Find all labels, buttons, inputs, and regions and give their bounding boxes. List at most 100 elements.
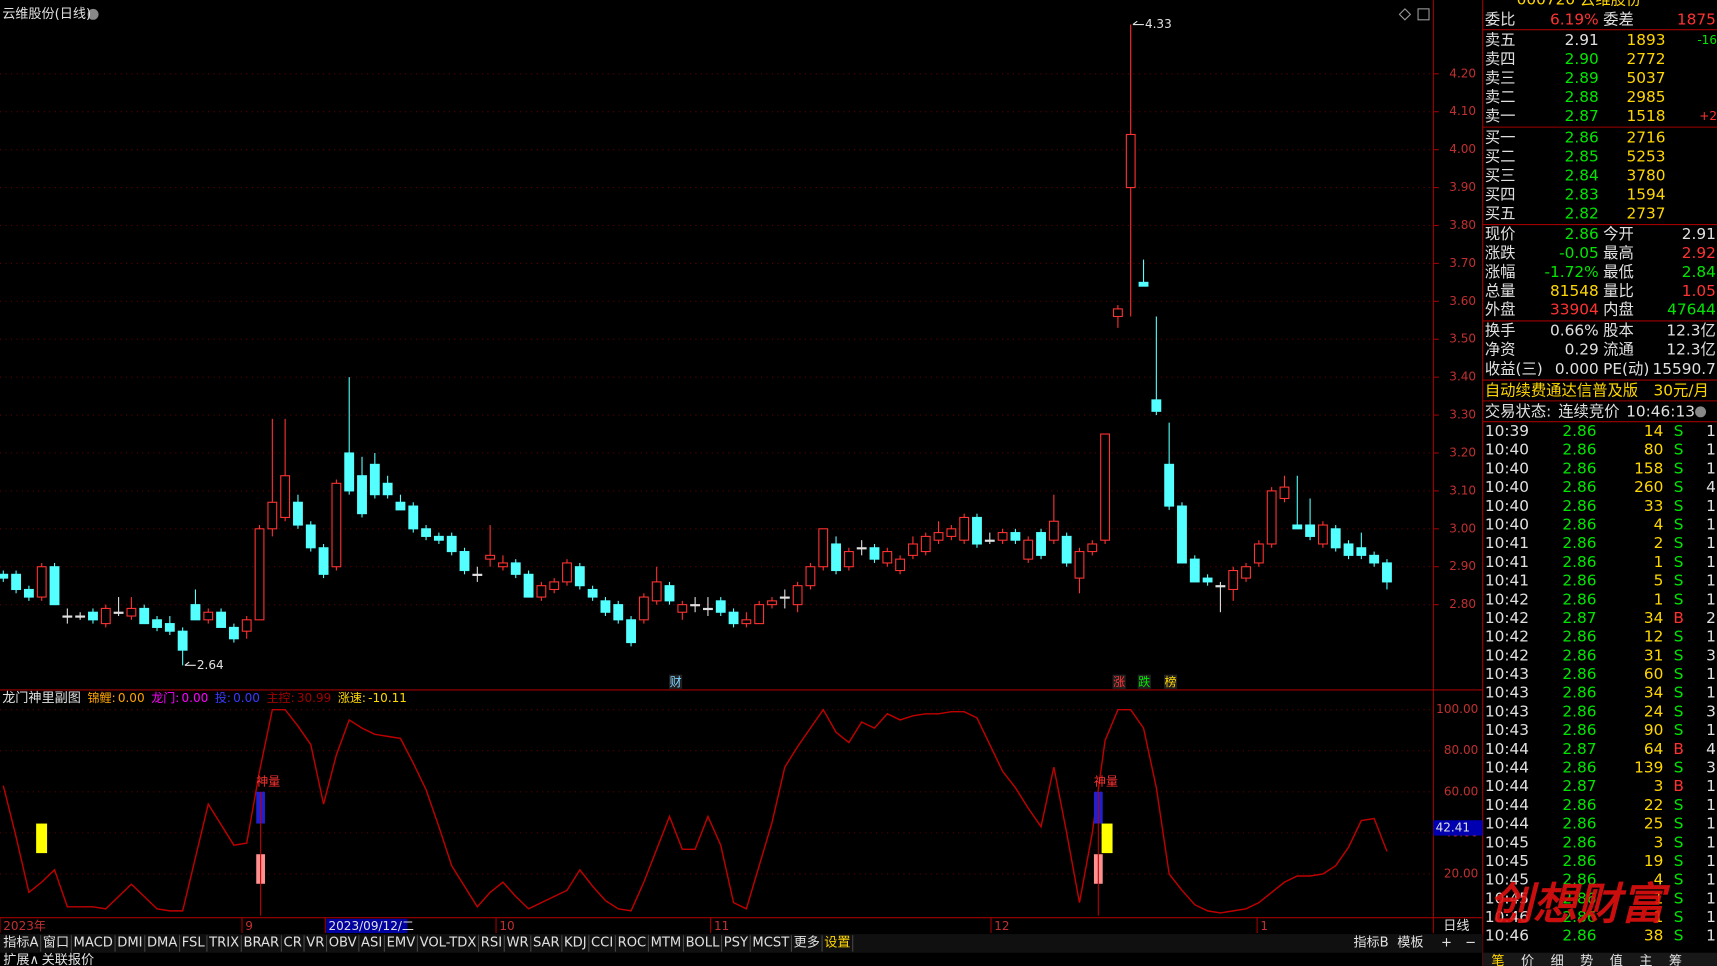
event-flag[interactable]: 榜: [1165, 674, 1177, 689]
candle-body: [293, 501, 303, 526]
trade-cell: 1: [1706, 908, 1716, 926]
bottom-tab[interactable]: 扩展∧: [3, 952, 39, 966]
quote-label: 现价: [1485, 225, 1516, 243]
trade-cell: S: [1674, 515, 1684, 533]
quote-label: 外盘: [1485, 301, 1516, 319]
toolbar-tab[interactable]: 窗口: [43, 933, 69, 950]
toolbar-tab[interactable]: EMV: [387, 935, 416, 950]
trade-cell: 260: [1634, 478, 1663, 496]
trade-cell: 10:40: [1485, 497, 1529, 515]
status-icon[interactable]: [1695, 406, 1707, 418]
toolbar-tab[interactable]: MCST: [752, 935, 790, 950]
toolbar-tab[interactable]: OBV: [329, 935, 357, 950]
trade-cell: 1: [1706, 889, 1716, 907]
icon[interactable]: [1417, 8, 1430, 21]
toolbar-tab[interactable]: MACD: [74, 935, 113, 950]
icon[interactable]: [87, 8, 99, 20]
quote-value: 2.86: [1565, 225, 1599, 243]
candle-body: [1061, 535, 1072, 564]
y-tick-label: 3.30: [1449, 408, 1476, 422]
candle-body: [882, 551, 893, 564]
panel-tab[interactable]: 笔: [1491, 953, 1504, 966]
trade-cell: 2.86: [1562, 572, 1596, 590]
toolbar-tab[interactable]: PSY: [724, 935, 749, 950]
candle-body: [344, 452, 355, 492]
toolbar-tab[interactable]: 指标B: [1353, 934, 1388, 950]
trade-cell: 34: [1644, 609, 1664, 627]
toolbar-tab[interactable]: VOL-TDX: [420, 935, 477, 950]
trade-cell: 1: [1706, 927, 1716, 945]
toolbar-tab[interactable]: CCI: [591, 935, 613, 950]
candle-body: [254, 528, 265, 621]
quote-label: 卖一: [1485, 107, 1516, 125]
toolbar-tab[interactable]: 设置: [824, 934, 850, 950]
legend-value: 30.99: [297, 691, 331, 705]
panel-tab[interactable]: 值: [1610, 953, 1623, 966]
quote-label: 委差: [1603, 10, 1634, 28]
notice[interactable]: 自动续费通达信普及版: [1485, 382, 1638, 400]
trade-cell: 60: [1644, 665, 1664, 683]
toolbar-tab[interactable]: FSL: [182, 935, 206, 950]
candle-body: [408, 505, 419, 530]
panel-tab[interactable]: 细: [1551, 953, 1564, 966]
trade-cell: 2.86: [1562, 534, 1596, 552]
panel-tab[interactable]: 主: [1639, 953, 1652, 966]
toolbar-tab[interactable]: MTM: [651, 935, 682, 950]
toolbar-tab[interactable]: +: [1441, 935, 1452, 950]
toolbar-tab[interactable]: RSI: [481, 935, 502, 950]
status-time: 10:46:13: [1626, 402, 1695, 420]
trade-cell: 10:43: [1485, 702, 1529, 720]
event-flag[interactable]: 涨: [1113, 674, 1125, 689]
y-tick-label: 100.00: [1436, 702, 1478, 716]
toolbar-tab[interactable]: DMI: [117, 935, 142, 950]
toolbar-tab[interactable]: CR: [284, 935, 302, 950]
candle-body: [1164, 463, 1175, 507]
candle-body: [728, 611, 739, 625]
toolbar-tab[interactable]: ASI: [361, 935, 382, 950]
quote-value: 15590.7: [1653, 360, 1716, 378]
bottom-tab[interactable]: 关联报价: [42, 952, 95, 966]
quote-label: 涨跌: [1485, 244, 1516, 262]
candle-body: [305, 524, 316, 549]
trade-cell: 1: [1706, 628, 1716, 646]
event-flag-bg: [669, 674, 683, 689]
event-flag[interactable]: 跌: [1138, 674, 1150, 689]
toolbar-tab[interactable]: BRAR: [243, 935, 279, 950]
toolbar-tab[interactable]: BOLL: [686, 935, 720, 950]
y-tick-label: 3.10: [1449, 483, 1476, 497]
trade-cell: 4: [1706, 740, 1716, 758]
quote-label: 卖四: [1485, 50, 1516, 68]
icon[interactable]: [1398, 8, 1412, 21]
candle-body: [715, 600, 726, 613]
toolbar-tab[interactable]: ROC: [618, 935, 647, 950]
toolbar-tab[interactable]: 模板: [1397, 934, 1423, 950]
toolbar-tab[interactable]: TRIX: [208, 935, 239, 950]
trade-cell: 3: [1654, 833, 1664, 851]
candle-body: [395, 501, 406, 511]
toolbar-tab[interactable]: VR: [306, 935, 324, 950]
toolbar-tab[interactable]: 指标A: [3, 934, 38, 950]
quote-label: 流通: [1603, 341, 1634, 359]
panel-tab[interactable]: 价: [1521, 954, 1534, 966]
toolbar-tab[interactable]: KDJ: [564, 935, 587, 950]
y-tick-label: 4.10: [1449, 104, 1476, 118]
toolbar-tab[interactable]: DMA: [147, 935, 177, 950]
candle-body: [126, 607, 137, 617]
toolbar-tab[interactable]: −: [1465, 935, 1476, 950]
trade-cell: 1: [1654, 553, 1664, 571]
quote-value: -16: [1697, 33, 1717, 47]
candle-body: [1112, 308, 1123, 318]
quote-value: 2.84: [1682, 263, 1716, 281]
toolbar-tab[interactable]: WR: [506, 935, 528, 950]
trade-cell: S: [1674, 852, 1684, 870]
event-flag[interactable]: 财: [670, 675, 682, 689]
toolbar-tab[interactable]: 更多: [794, 933, 820, 950]
quote-value: 12.3亿: [1666, 341, 1715, 359]
toolbar-tab[interactable]: SAR: [533, 935, 560, 950]
panel-tab[interactable]: 筹: [1669, 952, 1682, 966]
trade-cell: 10:40: [1485, 515, 1529, 533]
candle-body: [677, 604, 688, 613]
quote-label: 今开: [1603, 225, 1634, 243]
panel-tab[interactable]: 势: [1580, 953, 1593, 966]
plan[interactable]: 30元/月: [1653, 382, 1708, 400]
